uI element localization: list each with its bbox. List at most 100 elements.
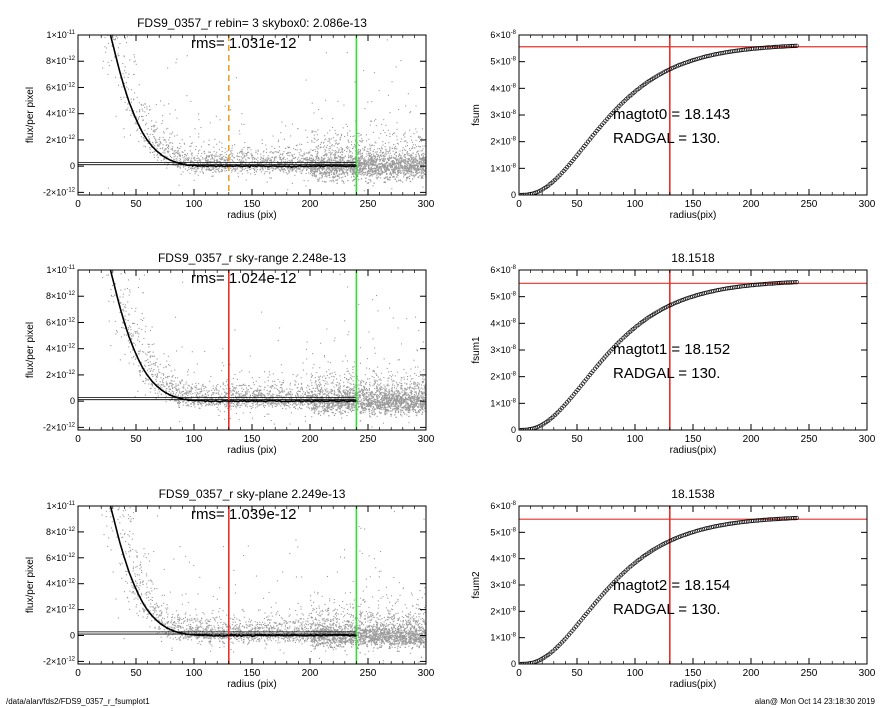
scatter-point — [386, 173, 388, 175]
scatter-point — [185, 157, 187, 159]
scatter-point — [319, 381, 321, 383]
x-tick-label: 250 — [360, 199, 377, 210]
scatter-point — [341, 154, 343, 156]
scatter-point — [219, 163, 221, 165]
scatter-point — [178, 154, 180, 156]
scatter-point — [364, 166, 366, 168]
scatter-point — [368, 182, 370, 184]
scatter-point — [134, 358, 136, 360]
scatter-point — [169, 154, 171, 156]
scatter-point — [202, 401, 204, 403]
scatter-point — [148, 139, 150, 141]
scatter-point — [124, 38, 126, 40]
scatter-point — [310, 169, 312, 171]
scatter-point — [263, 161, 265, 163]
scatter-point — [353, 168, 356, 170]
scatter-point — [344, 171, 346, 173]
scatter-point — [335, 169, 338, 171]
scatter-point — [337, 100, 339, 102]
scatter-point — [402, 161, 404, 163]
scatter-point — [138, 278, 140, 280]
scatter-point — [407, 167, 409, 170]
scatter-point — [402, 394, 404, 396]
scatter-point — [199, 403, 201, 405]
scatter-point — [336, 179, 339, 181]
scatter-point — [318, 166, 320, 168]
scatter-point — [239, 133, 241, 135]
scatter-point — [206, 162, 208, 164]
scatter-point — [367, 182, 369, 184]
scatter-point — [414, 158, 416, 160]
scatter-point — [370, 181, 372, 183]
scatter-point — [186, 170, 188, 172]
scatter-point — [353, 173, 355, 175]
scatter-point — [277, 402, 279, 404]
scatter-point — [289, 146, 291, 148]
scatter-point — [418, 135, 420, 137]
scatter-point — [342, 159, 344, 161]
scatter-point — [339, 160, 341, 162]
scatter-point — [273, 168, 275, 170]
scatter-point — [108, 183, 109, 184]
scatter-point — [241, 173, 243, 175]
scatter-point — [421, 128, 423, 130]
scatter-point — [318, 397, 320, 399]
scatter-point — [168, 103, 170, 105]
scatter-point — [320, 156, 323, 158]
scatter-point — [126, 109, 128, 111]
scatter-point — [339, 156, 342, 158]
scatter-point — [363, 190, 365, 192]
scatter-point — [369, 172, 371, 174]
scatter-point — [252, 154, 254, 156]
scatter-point — [410, 402, 412, 404]
scatter-point — [312, 149, 314, 151]
scatter-point — [349, 170, 351, 172]
scatter-point — [341, 156, 343, 159]
scatter-point — [172, 162, 174, 164]
scatter-point — [211, 161, 213, 163]
scatter-point — [380, 177, 382, 179]
scatter-point — [125, 109, 127, 111]
cumulative-point — [672, 64, 678, 69]
scatter-point — [422, 163, 424, 165]
scatter-point — [412, 141, 414, 143]
scatter-point — [124, 288, 126, 290]
scatter-point — [315, 395, 317, 397]
scatter-point — [314, 390, 316, 392]
scatter-point — [255, 152, 257, 154]
scatter-point — [310, 170, 312, 172]
scatter-point — [387, 164, 389, 166]
scatter-point — [119, 359, 121, 361]
scatter-point — [143, 337, 145, 339]
scatter-point — [334, 162, 336, 164]
scatter-point — [213, 160, 215, 162]
scatter-point — [257, 153, 259, 155]
scatter-point — [311, 169, 313, 171]
scatter-point — [332, 161, 334, 163]
scatter-point — [215, 159, 217, 161]
scatter-point — [269, 167, 271, 169]
scatter-point — [221, 154, 223, 156]
scatter-point — [331, 171, 333, 173]
scatter-point — [387, 161, 389, 163]
scatter-point — [409, 168, 411, 171]
scatter-point — [374, 141, 376, 143]
scatter-point — [312, 170, 314, 172]
scatter-point — [122, 296, 124, 298]
scatter-point — [287, 168, 289, 170]
scatter-point — [305, 79, 307, 81]
scatter-point — [153, 156, 155, 158]
scatter-point — [212, 175, 214, 177]
scatter-point — [229, 154, 231, 156]
scatter-point — [255, 170, 257, 172]
scatter-point — [328, 167, 330, 169]
scatter-point — [211, 167, 213, 169]
scatter-point — [328, 149, 330, 151]
scatter-point — [395, 409, 397, 411]
scatter-point — [282, 152, 284, 154]
scatter-point — [227, 157, 229, 159]
scatter-point — [391, 209, 392, 210]
scatter-point — [327, 166, 329, 168]
scatter-point — [352, 167, 354, 169]
scatter-point — [159, 143, 161, 145]
